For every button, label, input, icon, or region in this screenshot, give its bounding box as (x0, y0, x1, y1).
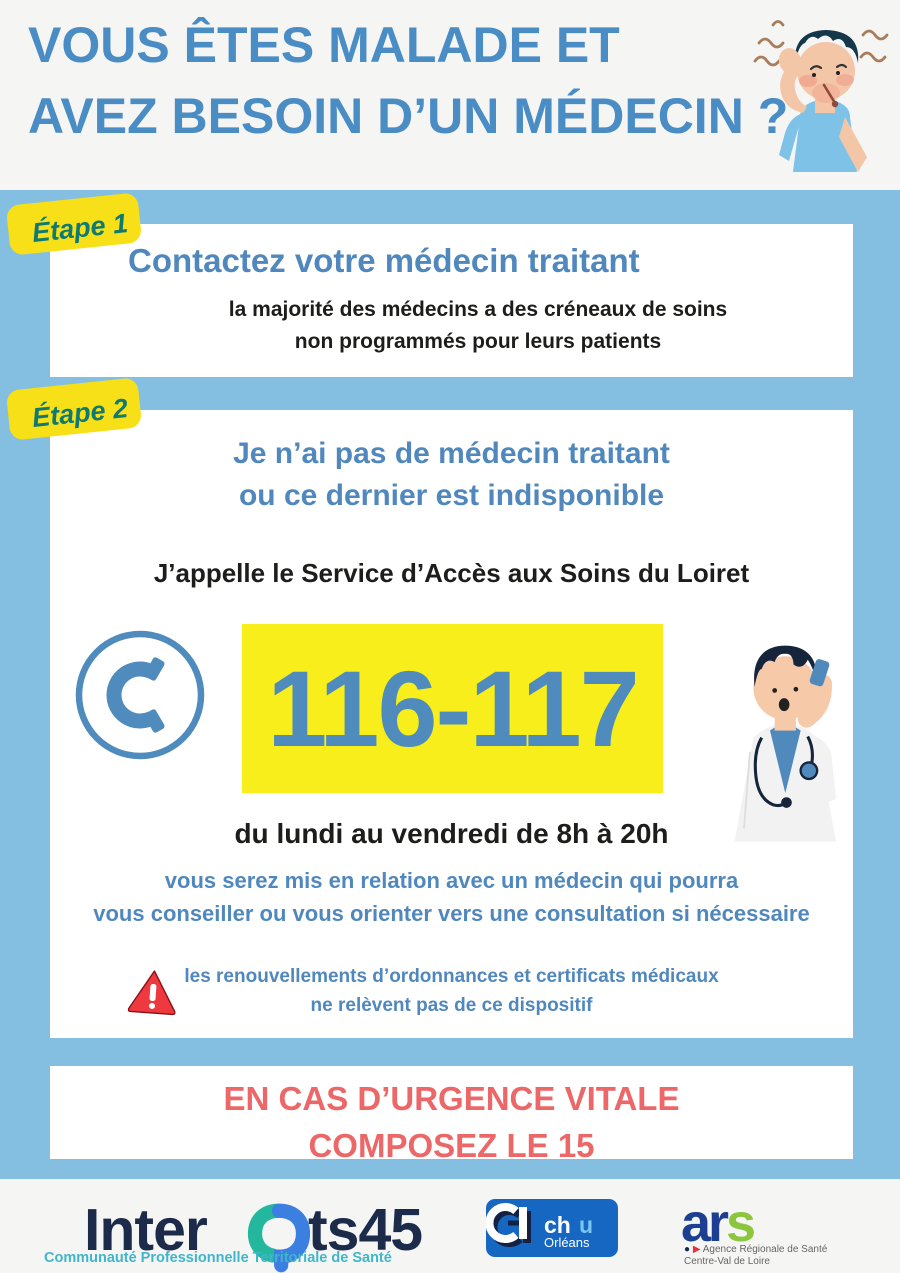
svg-text:Orléans: Orléans (544, 1235, 590, 1250)
